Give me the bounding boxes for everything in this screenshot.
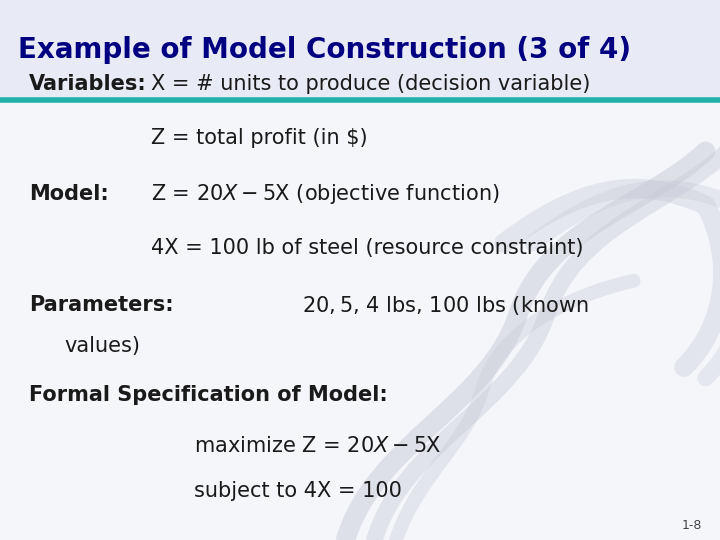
Text: Example of Model Construction (3 of 4): Example of Model Construction (3 of 4) xyxy=(18,36,631,64)
Text: Variables:: Variables: xyxy=(29,73,147,94)
Text: maximize Z = $20X - $5X: maximize Z = $20X - $5X xyxy=(194,435,442,456)
Text: subject to 4X = 100: subject to 4X = 100 xyxy=(194,481,402,502)
Text: Parameters:: Parameters: xyxy=(29,295,174,315)
Text: 1-8: 1-8 xyxy=(682,519,702,532)
Text: Z = total profit (in $): Z = total profit (in $) xyxy=(151,127,368,148)
Text: Formal Specification of Model:: Formal Specification of Model: xyxy=(29,385,387,406)
Bar xyxy=(0,0,720,100)
Text: Z = $20X - $5X (objective function): Z = $20X - $5X (objective function) xyxy=(151,183,500,206)
Text: X = # units to produce (decision variable): X = # units to produce (decision variabl… xyxy=(151,73,590,94)
Text: values): values) xyxy=(65,335,141,356)
Text: $20, $5, 4 lbs, 100 lbs (known: $20, $5, 4 lbs, 100 lbs (known xyxy=(302,294,589,316)
Text: 4X = 100 lb of steel (resource constraint): 4X = 100 lb of steel (resource constrain… xyxy=(151,238,584,259)
Text: Model:: Model: xyxy=(29,184,109,205)
